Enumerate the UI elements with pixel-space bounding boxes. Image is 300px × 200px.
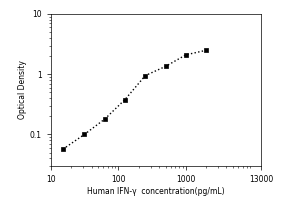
Point: [163, 65, 168, 68]
Point: [61, 148, 65, 151]
Point: [102, 118, 107, 121]
Point: [82, 133, 87, 136]
Y-axis label: Optical Density: Optical Density: [18, 61, 27, 119]
Point: [143, 74, 148, 77]
Point: [123, 98, 128, 101]
Point: [184, 53, 188, 56]
Point: [204, 49, 208, 52]
X-axis label: Human IFN-γ  concentration(pg/mL): Human IFN-γ concentration(pg/mL): [87, 187, 225, 196]
